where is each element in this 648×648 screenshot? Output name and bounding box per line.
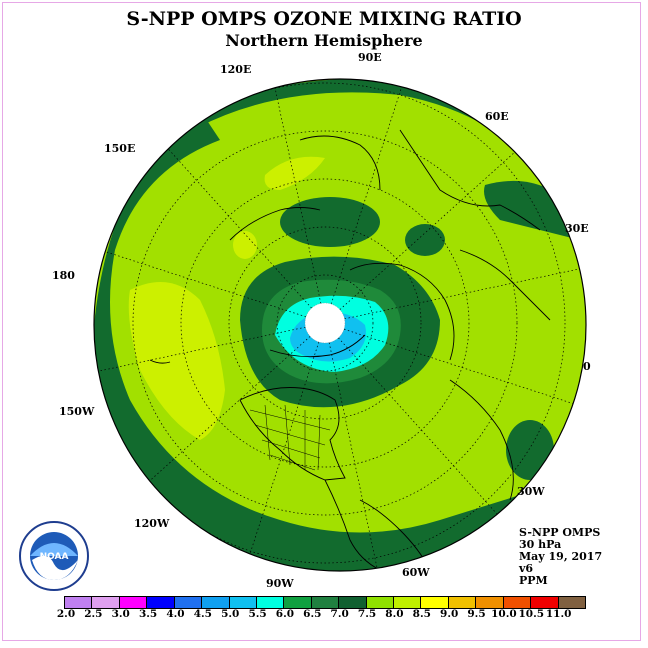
colorbar-tick-label: 11.0 [545, 608, 572, 620]
map-subtitle: Northern Hemisphere [225, 31, 423, 50]
colorbar-swatch [202, 597, 230, 608]
colorbar-tick-label: 6.5 [303, 608, 322, 620]
colorbar-tick-label: 3.5 [138, 608, 158, 620]
lon-label-0: 0 [583, 360, 591, 373]
state-borders [249, 404, 331, 471]
info-version: v6 [519, 562, 534, 575]
colorbar-swatch [284, 597, 312, 608]
latitude-circle [94, 82, 566, 564]
colorbar-tick-label: 10.0 [491, 608, 517, 620]
colorbar-tick-label: 6.0 [275, 608, 295, 620]
latitude-circle [132, 130, 518, 516]
colorbar-tick-label: 5.0 [221, 608, 240, 620]
lon-label-30w: 30W [517, 485, 545, 498]
lon-label-150e: 150E [104, 142, 135, 155]
colorbar-tick-label: 4.5 [193, 608, 212, 620]
colorbar-swatch [256, 597, 285, 608]
colorbar-tick-label: 9.5 [467, 608, 486, 620]
map-rim [93, 78, 587, 572]
info-date: May 19, 2017 [519, 550, 603, 563]
colorbar-swatch [229, 597, 257, 608]
colorbar-tick-label: 8.0 [385, 608, 404, 620]
lon-label-60e: 60E [485, 110, 509, 123]
colorbar-swatch [503, 597, 532, 608]
colorbar-swatch [448, 597, 477, 608]
noaa-logo-wordmark: NOAA [40, 552, 69, 562]
field-dark-blob-n [280, 197, 380, 247]
colorbar-tick-label: 2.5 [84, 608, 103, 620]
lon-label-150w: 150W [59, 405, 95, 418]
noaa-logo-icon: NOAA [19, 521, 89, 591]
colorbar-swatch [366, 597, 395, 608]
map-title: S-NPP OMPS OZONE MIXING RATIO [126, 8, 522, 30]
info-units: PPM [519, 574, 548, 587]
colorbar-swatch [394, 597, 422, 608]
colorbar-tick-label: 2.0 [56, 608, 76, 620]
colorbar-swatch [476, 597, 504, 608]
field-dark-ring [94, 110, 520, 571]
lon-label-90e: 90E [358, 51, 382, 64]
colorbar-swatch [147, 597, 175, 608]
colorbar [64, 596, 586, 609]
latitude-circle [228, 226, 422, 420]
field-dark-blob-ne [405, 224, 445, 256]
field-yellow-west [128, 282, 225, 440]
colorbar-labels: 2.0 2.5 3.0 3.5 4.0 4.5 5.0 5.5 6.0 6.5 7.0 7.5 8.0 8… [0, 608, 648, 622]
colorbar-tick-label: 8.5 [412, 608, 431, 620]
polar-no-data [304, 302, 346, 344]
colorbar-swatch [531, 597, 559, 608]
field-yellow-spot [233, 231, 257, 259]
colorbar-tick-label: 10.5 [518, 608, 545, 620]
colorbar-tick-label: 9.0 [440, 608, 459, 620]
colorbar-tick-label: 7.0 [330, 608, 349, 620]
info-block: S-NPP OMPS 30 hPa May 19, 2017 v6 PPM [519, 527, 602, 587]
colorbar-swatch [339, 597, 367, 608]
colorbar-tick-label: 3.0 [111, 608, 130, 620]
lon-label-30e: 30E [565, 222, 589, 235]
colorbar-tick-label: 5.5 [248, 608, 267, 620]
lon-label-60w: 60W [402, 566, 430, 579]
colorbar-swatch [311, 597, 340, 608]
colorbar-swatch [92, 597, 120, 608]
colorbar-swatch [65, 597, 93, 608]
graticule [94, 79, 586, 571]
colorbar-swatch [421, 597, 449, 608]
figure-frame [2, 2, 641, 641]
colorbar-swatch [558, 597, 586, 608]
lon-label-180: 180 [52, 269, 75, 282]
colorbar-swatch [119, 597, 148, 608]
colorbar-tick-label: 4.0 [166, 608, 185, 620]
colorbar-tick-label: 7.5 [357, 608, 377, 620]
latitude-circle [180, 178, 470, 468]
field-yellow-north [264, 156, 325, 190]
latitude-circle [276, 274, 374, 372]
colorbar-swatch [174, 597, 203, 608]
info-instrument: S-NPP OMPS [519, 526, 601, 539]
lon-label-120w: 120W [134, 517, 170, 530]
lon-label-120e: 120E [220, 63, 251, 76]
info-pressure: 30 hPa [519, 538, 562, 551]
lon-label-90w: 90W [266, 577, 294, 590]
